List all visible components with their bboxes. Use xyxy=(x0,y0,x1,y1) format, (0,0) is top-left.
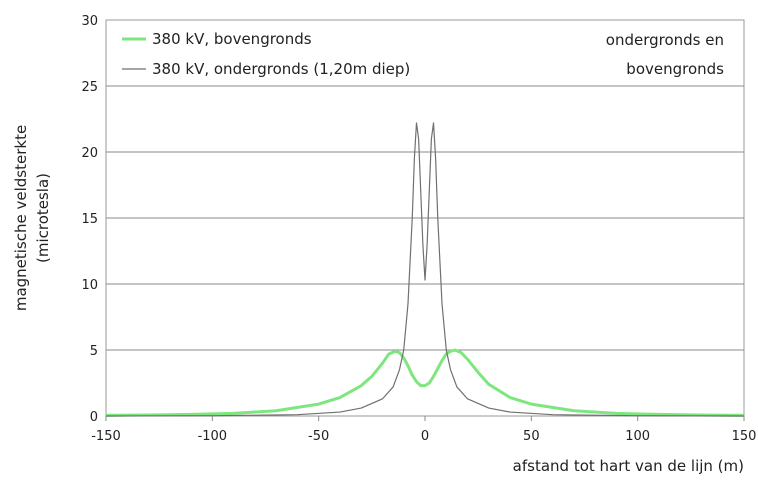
y-tick-label: 5 xyxy=(90,344,98,359)
series-line-bovengronds xyxy=(105,348,745,417)
x-tick-label: 100 xyxy=(625,429,650,444)
x-tick-label: -50 xyxy=(308,429,329,444)
series-layer xyxy=(105,122,745,417)
y-axis-title-line-1: magnetische veldsterkte xyxy=(12,125,30,311)
x-tick-labels: -150 -100 -50 0 50 100 150 xyxy=(91,416,756,444)
y-axis-title: magnetische veldsterkte (microtesla) xyxy=(12,125,52,311)
x-tick-label: -100 xyxy=(198,429,228,444)
grid-lines xyxy=(106,85,744,351)
y-tick-label: 30 xyxy=(81,14,98,29)
annotation-line-1: ondergronds en xyxy=(606,31,724,49)
y-axis-title-line-2: (microtesla) xyxy=(34,173,52,263)
x-tick-label: 50 xyxy=(523,429,540,444)
legend: 380 kV, bovengronds 380 kV, ondergronds … xyxy=(122,30,410,78)
annotation-line-2: bovengronds xyxy=(626,60,724,78)
y-tick-labels: 0 5 10 15 20 25 30 xyxy=(81,14,98,425)
x-tick-label: 150 xyxy=(732,429,757,444)
series-line-ondergronds xyxy=(105,122,745,417)
legend-label-bovengronds: 380 kV, bovengronds xyxy=(152,30,312,48)
legend-label-ondergronds: 380 kV, ondergronds (1,20m diep) xyxy=(152,60,410,78)
x-tick-label: -150 xyxy=(91,429,121,444)
y-tick-label: 15 xyxy=(81,212,98,227)
y-tick-label: 0 xyxy=(90,410,98,425)
y-tick-label: 20 xyxy=(81,146,98,161)
x-axis-title: afstand tot hart van de lijn (m) xyxy=(513,457,744,475)
y-tick-label: 25 xyxy=(81,80,98,95)
x-tick-label: 0 xyxy=(421,429,429,444)
y-tick-label: 10 xyxy=(81,278,98,293)
